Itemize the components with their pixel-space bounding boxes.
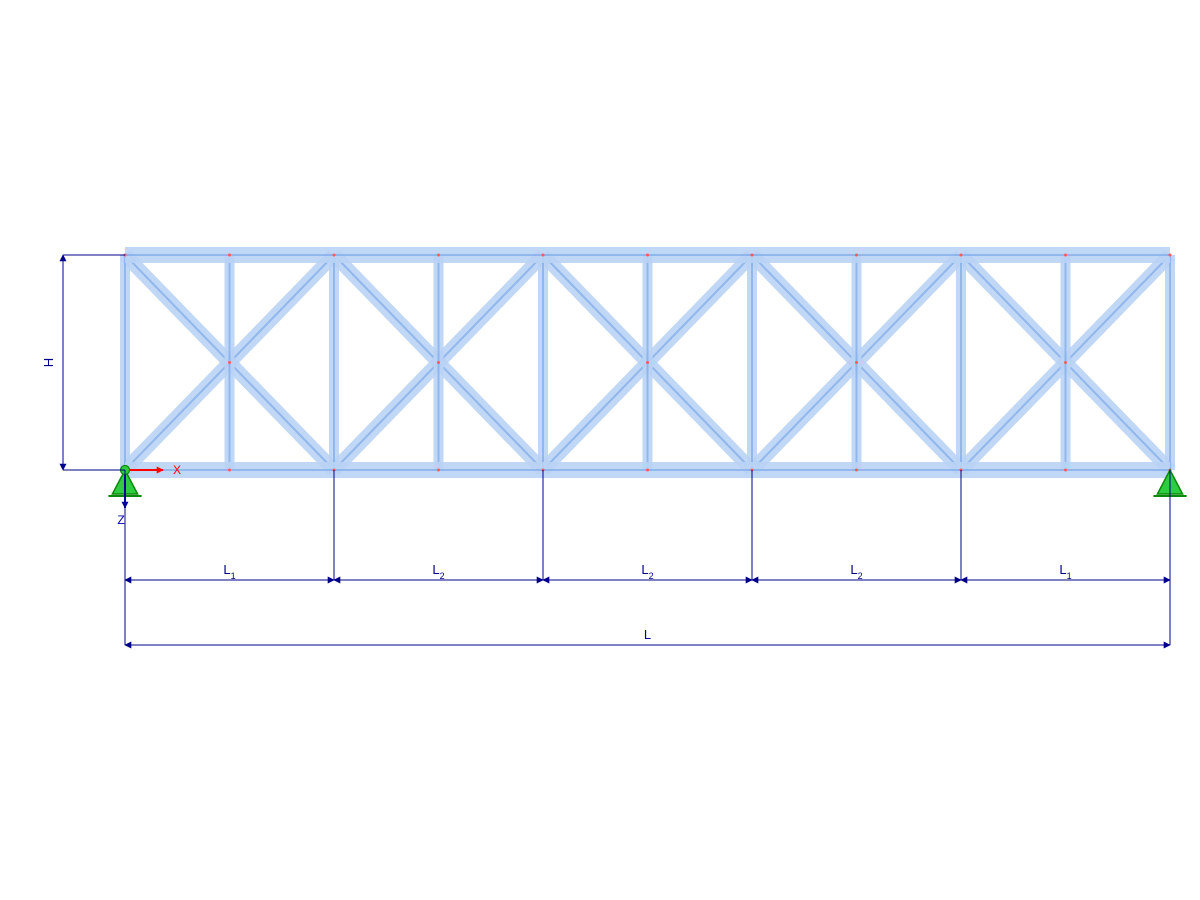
dimension-segment-label: L1 bbox=[223, 562, 235, 581]
node-marker bbox=[437, 254, 440, 257]
dimension-total: L bbox=[125, 580, 1170, 645]
x-axis-label: X bbox=[173, 463, 181, 477]
node-marker bbox=[228, 469, 231, 472]
dimension-segment-label: L2 bbox=[641, 562, 653, 581]
node-marker bbox=[228, 254, 231, 257]
node-marker bbox=[855, 361, 858, 364]
node-marker bbox=[437, 361, 440, 364]
node-marker bbox=[1064, 361, 1067, 364]
node-marker bbox=[855, 469, 858, 472]
node-marker bbox=[855, 254, 858, 257]
node-marker bbox=[646, 469, 649, 472]
node-marker bbox=[751, 254, 754, 257]
node-marker bbox=[1169, 254, 1172, 257]
node-marker bbox=[646, 361, 649, 364]
node-marker bbox=[1064, 254, 1067, 257]
dimension-segment-label: L1 bbox=[1059, 562, 1071, 581]
dimension-segments: L1 L2 L2 L2 L1 bbox=[125, 470, 1170, 581]
node-marker bbox=[437, 469, 440, 472]
dimension-height: H bbox=[41, 255, 125, 470]
z-axis-label: Z bbox=[117, 513, 124, 527]
node-marker bbox=[960, 254, 963, 257]
node-marker bbox=[646, 254, 649, 257]
dimension-segment-label: L2 bbox=[432, 562, 444, 581]
truss-diagram bbox=[124, 254, 1172, 472]
dimension-segment-label: L2 bbox=[850, 562, 862, 581]
dimension-height-label: H bbox=[41, 358, 56, 367]
dimension-total-label: L bbox=[644, 627, 651, 642]
node-marker bbox=[1064, 469, 1067, 472]
node-marker bbox=[542, 254, 545, 257]
node-marker bbox=[228, 361, 231, 364]
node-marker bbox=[333, 254, 336, 257]
